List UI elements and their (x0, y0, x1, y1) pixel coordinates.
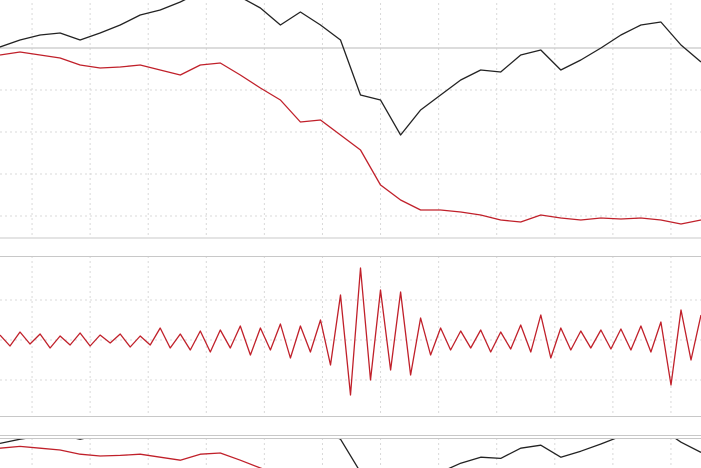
line-series (0, 445, 263, 468)
panel (0, 439, 701, 468)
line-series (0, 0, 701, 136)
line-series (0, 439, 701, 468)
panel (0, 257, 701, 416)
panel (0, 0, 701, 238)
line-series (0, 51, 701, 225)
line-series (0, 267, 701, 396)
